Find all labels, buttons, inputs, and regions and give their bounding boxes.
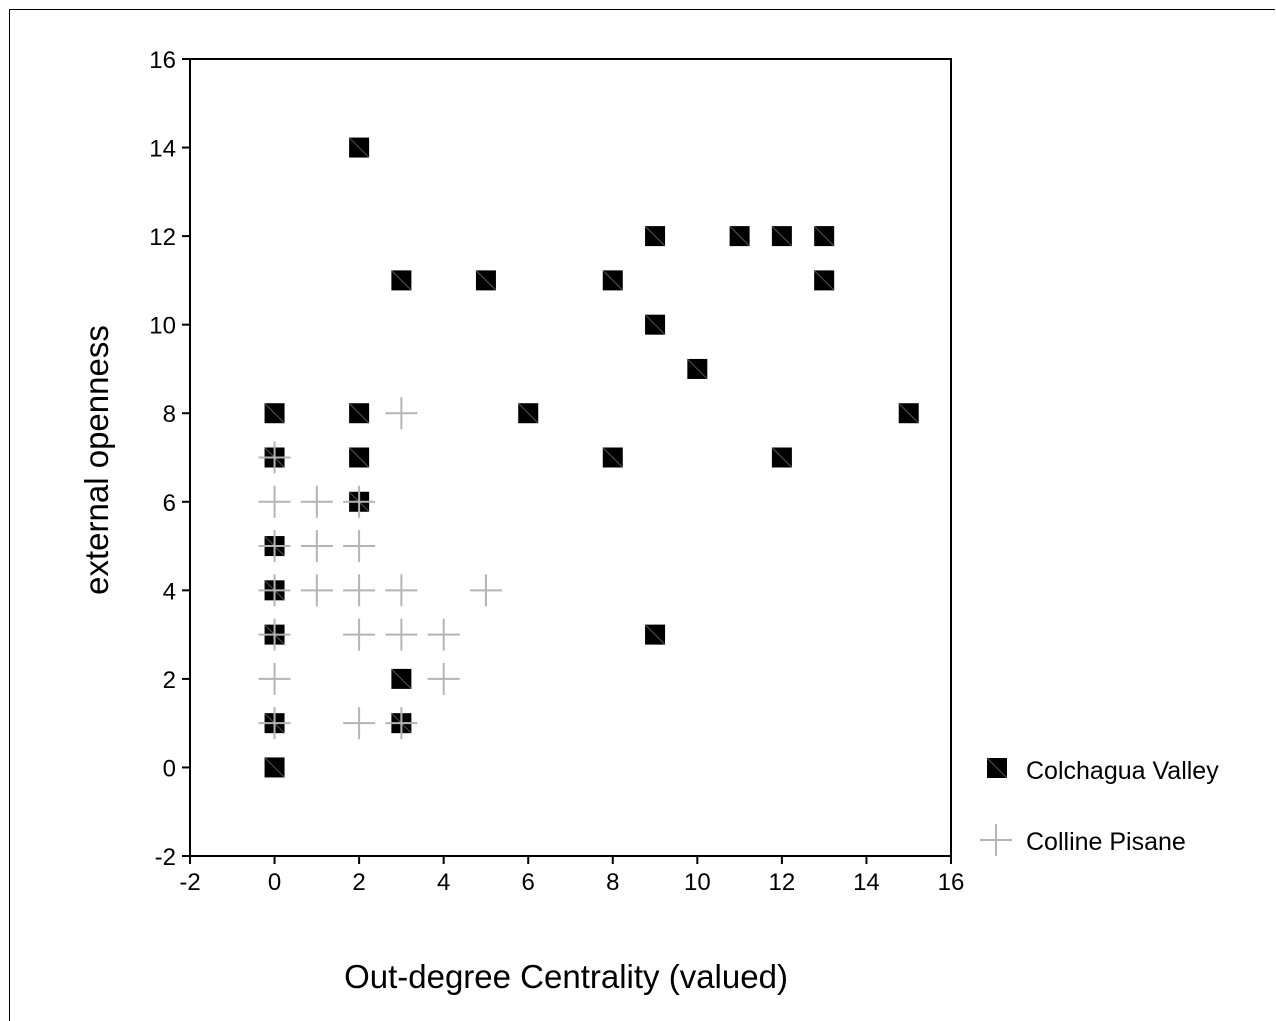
y-tick-label: 4 — [163, 578, 176, 605]
colline-pisane-point — [385, 574, 418, 607]
colline-pisane-point — [343, 618, 376, 651]
colline-pisane-point — [258, 530, 291, 563]
colline-pisane-point — [258, 574, 291, 607]
colchagua-valley-point — [813, 225, 835, 247]
y-tick-label: 6 — [163, 490, 176, 517]
colline-pisane-point — [258, 485, 291, 518]
colline-pisane-point — [300, 485, 333, 518]
colline-pisane-point — [343, 530, 376, 563]
colchagua-valley-point — [602, 270, 624, 291]
x-tick-label: 0 — [268, 869, 281, 896]
colchagua-valley-point — [644, 624, 666, 645]
legend-label-colchagua-valley: Colchagua Valley — [1026, 757, 1219, 785]
colline-pisane-point — [343, 485, 376, 518]
colline-pisane-point — [343, 574, 376, 607]
colchagua-valley-point — [771, 447, 793, 468]
x-tick-label: 12 — [769, 869, 796, 896]
colchagua-valley-point — [517, 402, 539, 424]
y-tick-label: 12 — [149, 224, 176, 251]
y-tick-label: -2 — [155, 844, 176, 871]
y-tick-label: 2 — [163, 667, 176, 694]
colline-pisane-point — [300, 530, 333, 563]
colline-pisane-point — [343, 707, 376, 740]
x-tick-label: 10 — [684, 869, 711, 896]
colchagua-valley-point — [644, 225, 666, 247]
colchagua-valley-point — [264, 402, 285, 424]
x-tick-label: 4 — [437, 869, 450, 896]
x-tick-label: 6 — [522, 869, 535, 896]
colline-pisane-point — [258, 662, 291, 695]
colchagua-valley-point — [348, 137, 370, 158]
y-tick-label: 0 — [163, 755, 176, 782]
colchagua-valley-point — [644, 314, 666, 336]
colchagua-valley-point — [771, 225, 793, 247]
colchagua-valley-point — [729, 225, 750, 247]
legend-marker-colline-pisane — [980, 824, 1012, 856]
y-tick-label: 14 — [149, 136, 176, 163]
colline-pisane-point — [469, 574, 502, 607]
colline-pisane-point — [258, 707, 291, 740]
colline-pisane-point — [385, 397, 418, 430]
colchagua-valley-point — [348, 447, 370, 468]
colchagua-valley-point — [348, 402, 370, 424]
marks-layer — [258, 137, 920, 778]
y-axis-label: external openness — [78, 325, 115, 595]
y-tick-label: 10 — [149, 313, 176, 340]
legend-label-colline-pisane: Colline Pisane — [1026, 828, 1186, 856]
x-axis-label: Out-degree Centrality (valued) — [344, 958, 788, 995]
legend: Colchagua Valley Colline Pisane — [980, 757, 1219, 856]
x-tick-label: 2 — [352, 869, 365, 896]
plot-area — [189, 58, 952, 857]
colline-pisane-point — [427, 662, 460, 695]
chart-frame — [9, 9, 1275, 1021]
colline-pisane-point — [300, 574, 333, 607]
colline-pisane-point — [385, 618, 418, 651]
colline-pisane-point — [258, 618, 291, 651]
x-tick-label: -2 — [179, 869, 200, 896]
colchagua-valley-point — [475, 270, 497, 291]
y-tick-label: 16 — [149, 47, 176, 74]
y-tick-label: 8 — [163, 401, 176, 428]
colchagua-valley-point — [602, 447, 624, 468]
colline-pisane-point — [258, 441, 291, 474]
legend-diagonal — [986, 757, 1008, 779]
colline-pisane-point — [427, 618, 460, 651]
x-tick-label: 16 — [938, 869, 965, 896]
colchagua-valley-point — [686, 358, 708, 380]
colline-pisane-point — [385, 707, 418, 740]
colchagua-valley-point — [898, 402, 920, 424]
colchagua-valley-point — [264, 757, 285, 778]
x-axis-ticks: -2 0 2 4 6 8 10 12 14 16 — [179, 856, 964, 896]
x-tick-label: 8 — [606, 869, 619, 896]
colchagua-valley-point — [813, 270, 835, 291]
colchagua-valley-point — [391, 668, 412, 690]
x-tick-label: 14 — [853, 869, 880, 896]
y-axis-ticks: -2 0 2 4 6 8 10 12 14 16 — [149, 47, 190, 871]
colchagua-valley-point — [391, 270, 412, 291]
